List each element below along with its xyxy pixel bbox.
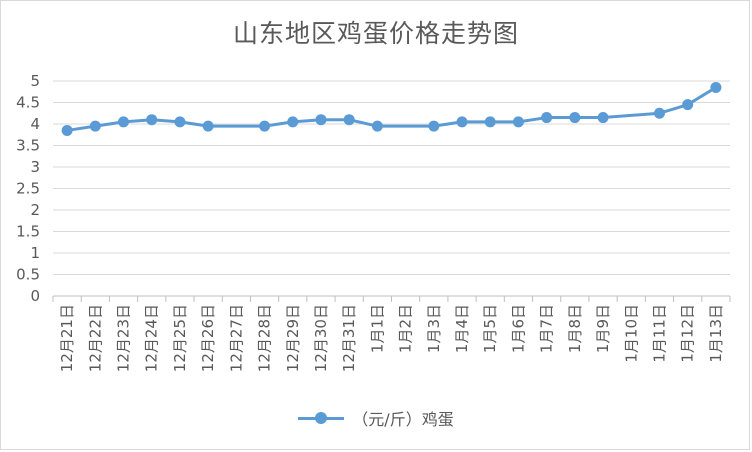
x-tick-label: 12月22日 (86, 304, 104, 372)
data-point (597, 112, 609, 124)
data-point (202, 120, 214, 132)
x-tick-label: 12月26日 (199, 304, 217, 372)
x-tick-label: 1月10日 (622, 304, 640, 363)
x-tick-label: 12月29日 (284, 304, 302, 372)
x-tick-label: 1月8日 (566, 304, 584, 353)
chart-title: 山东地区鸡蛋价格走势图 (232, 19, 519, 48)
y-tick-label: 2.5 (16, 180, 40, 198)
x-tick-label: 1月9日 (594, 304, 612, 353)
y-tick-label: 4 (30, 115, 40, 133)
y-tick-label: 3.5 (16, 137, 40, 155)
data-point (710, 81, 722, 93)
x-tick-label: 1月7日 (538, 304, 556, 353)
x-tick-label: 1月12日 (679, 304, 697, 363)
data-point (569, 112, 581, 124)
data-point (484, 116, 496, 128)
x-tick-label: 1月13日 (707, 304, 725, 363)
x-tick-label: 12月28日 (256, 304, 274, 372)
data-point (259, 120, 271, 132)
y-tick-label: 1 (30, 244, 40, 262)
y-tick-label: 5 (30, 72, 40, 90)
x-tick-label: 1月6日 (509, 304, 527, 353)
data-point (146, 114, 158, 126)
x-tick-label: 12月25日 (171, 304, 189, 372)
y-tick-label: 1.5 (16, 223, 40, 241)
data-point (287, 116, 299, 128)
data-point (343, 114, 355, 126)
x-tick-label: 1月11日 (650, 304, 668, 363)
x-tick-label: 12月21日 (58, 304, 76, 372)
data-point (174, 116, 186, 128)
x-tick-label: 1月1日 (368, 304, 386, 353)
data-point (512, 116, 524, 128)
x-tick-label: 12月30日 (312, 304, 330, 372)
data-point (89, 120, 101, 132)
legend-series-label: （元/斤）鸡蛋 (352, 410, 454, 429)
data-point (315, 114, 327, 126)
x-tick-label: 1月3日 (425, 304, 443, 353)
data-point (428, 120, 440, 132)
data-point (456, 116, 468, 128)
data-point (682, 99, 694, 111)
x-tick-label: 1月4日 (453, 304, 471, 353)
y-tick-label: 0 (30, 287, 40, 305)
data-point (653, 107, 665, 119)
x-tick-label: 12月31日 (340, 304, 358, 372)
x-tick-label: 12月24日 (143, 304, 161, 372)
data-point (371, 120, 383, 132)
x-tick-label: 1月2日 (397, 304, 415, 353)
x-tick-label: 12月27日 (227, 304, 245, 372)
x-tick-label: 12月23日 (115, 304, 133, 372)
data-point (61, 124, 73, 136)
y-tick-label: 0.5 (16, 266, 40, 284)
y-tick-label: 4.5 (16, 94, 40, 112)
legend: （元/斤）鸡蛋 (0, 406, 752, 430)
legend-series-marker (298, 412, 345, 424)
data-point (118, 116, 130, 128)
y-tick-label: 2 (30, 201, 40, 219)
data-point (541, 112, 553, 124)
y-tick-label: 3 (30, 158, 40, 176)
x-tick-label: 1月5日 (481, 304, 499, 353)
